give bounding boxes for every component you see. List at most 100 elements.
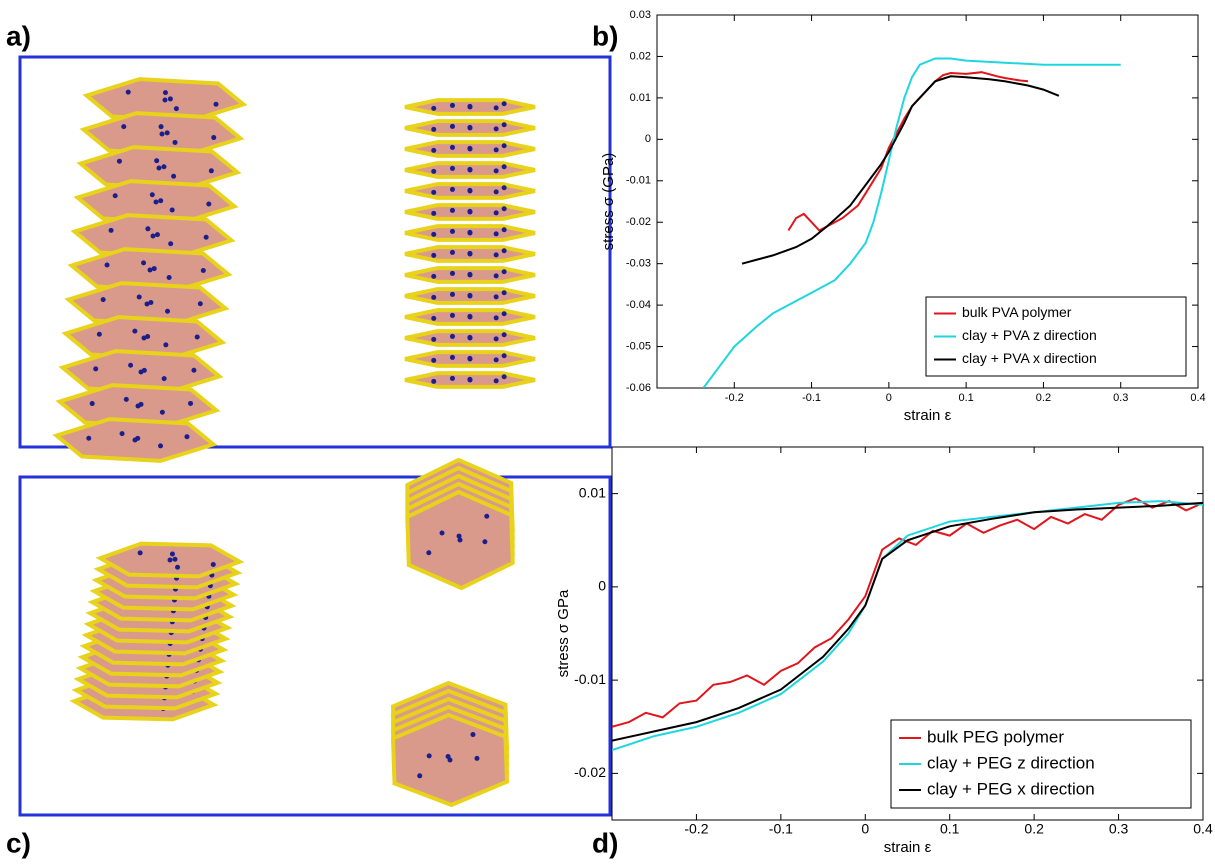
y-tick-label: 0 <box>598 578 606 594</box>
ion <box>449 312 455 318</box>
ion <box>162 90 168 96</box>
ion <box>501 290 507 296</box>
ion <box>112 193 118 199</box>
x-tick-label: 0.4 <box>1193 821 1213 837</box>
legend-label: clay + PVA x direction <box>962 350 1097 366</box>
ion <box>141 367 147 373</box>
legend-box <box>925 296 1187 377</box>
x-tick-label: 0 <box>886 392 892 404</box>
ion <box>493 294 499 300</box>
ion <box>159 131 165 137</box>
ion <box>426 753 432 759</box>
ion <box>449 354 455 360</box>
x-tick-label: 0.2 <box>1024 821 1044 837</box>
ion <box>449 249 455 255</box>
ion <box>501 332 507 338</box>
ion <box>501 248 507 254</box>
ion <box>431 210 437 216</box>
series-line <box>612 497 1203 728</box>
ion <box>449 207 455 213</box>
ion <box>493 189 499 195</box>
ion <box>172 556 178 562</box>
ion <box>501 122 507 128</box>
ion <box>164 130 170 136</box>
ion <box>156 165 162 171</box>
y-tick-label: 0.01 <box>579 484 606 500</box>
ion <box>206 201 212 207</box>
ion <box>449 333 455 339</box>
ion <box>100 297 106 303</box>
ion <box>89 401 95 407</box>
ion <box>449 375 455 381</box>
ion <box>426 550 432 556</box>
series-line <box>612 500 1203 752</box>
x-tick-label: 0.3 <box>1113 392 1128 404</box>
ion <box>128 362 134 368</box>
plot-frame <box>611 446 1204 821</box>
legend-box <box>890 719 1192 809</box>
ion <box>467 229 473 235</box>
ion <box>431 315 437 321</box>
ion <box>467 187 473 193</box>
x-axis-label: strain ε <box>884 839 932 856</box>
ion <box>445 753 451 759</box>
ion <box>86 435 92 441</box>
ion <box>150 233 156 239</box>
ion <box>501 185 507 191</box>
ion <box>171 173 177 179</box>
ion <box>467 103 473 109</box>
legend-label: clay + PEG z direction <box>927 753 1095 772</box>
ion <box>467 208 473 214</box>
x-tick-label: 0.1 <box>940 821 960 837</box>
ion <box>137 550 143 556</box>
ion <box>194 334 200 340</box>
legend-label: bulk PEG polymer <box>927 727 1064 746</box>
ion <box>493 336 499 342</box>
ion <box>184 434 190 440</box>
ion <box>431 147 437 153</box>
ion <box>501 353 507 359</box>
ion <box>108 227 114 233</box>
ion <box>141 260 147 266</box>
ion <box>154 158 160 164</box>
ion <box>449 123 455 129</box>
ion <box>439 530 445 536</box>
ion <box>417 773 423 779</box>
x-tick-label: -0.1 <box>802 392 821 404</box>
ion <box>161 164 167 170</box>
ion <box>158 198 164 204</box>
ion <box>135 435 141 441</box>
ion <box>449 144 455 150</box>
ion <box>165 308 171 314</box>
y-tick-label: -0.03 <box>626 258 651 270</box>
ion <box>104 262 110 268</box>
ion <box>449 186 455 192</box>
panel-label: c) <box>6 827 31 858</box>
series-line <box>612 501 1203 742</box>
ion <box>175 564 181 570</box>
ion <box>172 139 178 145</box>
x-tick-label: 0 <box>861 821 869 837</box>
ion <box>93 366 99 372</box>
ion <box>449 270 455 276</box>
y-tick-label: 0.03 <box>630 9 651 21</box>
ion <box>173 106 179 112</box>
ion <box>431 126 437 132</box>
ion <box>162 97 168 103</box>
ion <box>121 124 127 130</box>
ion <box>467 334 473 340</box>
ion <box>116 158 122 164</box>
ion <box>203 234 209 240</box>
ion <box>132 328 138 334</box>
ion <box>431 189 437 195</box>
ion <box>431 294 437 300</box>
y-tick-label: -0.06 <box>626 382 651 394</box>
ion <box>167 557 173 563</box>
ion <box>501 206 507 212</box>
ion <box>493 231 499 237</box>
ion <box>493 273 499 279</box>
ion <box>208 168 214 174</box>
ion <box>145 333 151 339</box>
ion <box>467 292 473 298</box>
ion <box>431 252 437 258</box>
